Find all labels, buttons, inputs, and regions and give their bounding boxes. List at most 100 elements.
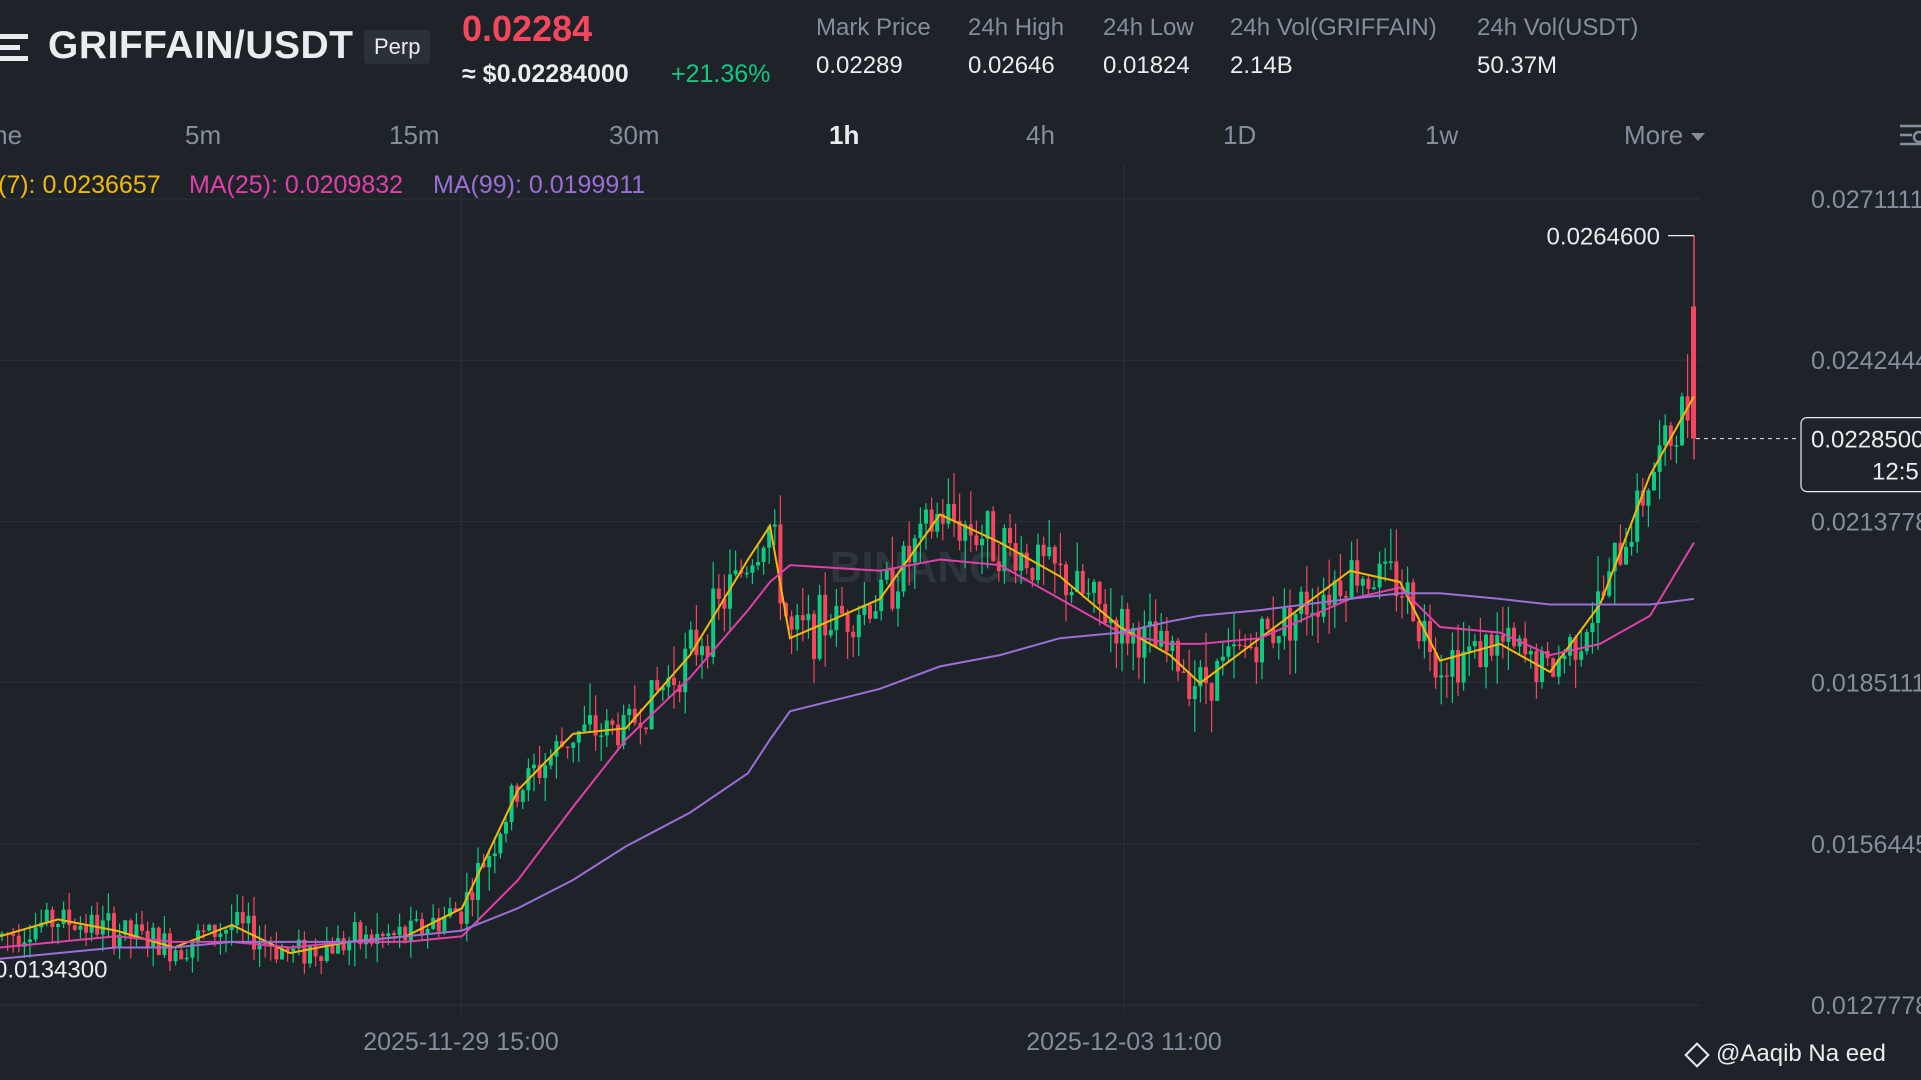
candle-body [1444, 675, 1449, 677]
candle-body [868, 604, 872, 619]
stat-label: 24h Vol(GRIFFAIN) [1230, 14, 1437, 41]
candle-body [308, 946, 312, 964]
candle-body [218, 933, 223, 937]
candle-body [1069, 592, 1074, 596]
candle-body [688, 629, 693, 649]
candle-body [767, 526, 772, 548]
candle-body [448, 908, 452, 917]
candle-body [229, 925, 234, 931]
timeframe-4h[interactable]: 4h [1026, 120, 1055, 150]
candle-body [1181, 671, 1186, 674]
pair-symbol[interactable]: GRIFFAIN/USDT [48, 24, 354, 67]
candle-body [1316, 612, 1320, 617]
candle-body [1321, 594, 1326, 617]
candle-body [604, 720, 609, 736]
candle-body [67, 909, 72, 926]
candle-body [28, 939, 32, 943]
timeframe-15m[interactable]: 15m [389, 120, 440, 150]
candle-body [1500, 635, 1505, 642]
candle-body [11, 933, 16, 936]
timeframe-30m[interactable]: 30m [609, 120, 660, 150]
candle-body [1534, 651, 1539, 683]
candle-body [660, 687, 665, 691]
candle-body [1013, 543, 1018, 571]
candle-body [576, 731, 581, 743]
stat-24h-vol-quote: 24h Vol(USDT) 50.37M [1477, 14, 1638, 80]
timeframe-more[interactable]: More [1624, 120, 1706, 151]
candle-body [548, 756, 553, 766]
candle-body [1584, 632, 1589, 652]
candle-body [240, 912, 245, 924]
candle-body [890, 569, 895, 609]
candle-body [1579, 651, 1584, 660]
candle-body [1668, 425, 1673, 446]
candle-body [896, 591, 900, 609]
candle-body [1405, 582, 1410, 597]
candle-body [190, 943, 195, 958]
candle-body [873, 611, 878, 619]
candle-body [952, 503, 956, 521]
stat-label: 24h High [968, 14, 1065, 41]
candle-body [1332, 580, 1337, 606]
candle-body [744, 572, 749, 575]
candle-body [347, 942, 352, 951]
candle-body [380, 933, 385, 937]
x-tick-label: 2025-11-29 15:00 [363, 1028, 559, 1056]
candle-body [778, 524, 783, 604]
candle-body [935, 513, 940, 532]
candle-body [95, 914, 100, 935]
candle-body [386, 933, 391, 937]
candle-body [1629, 541, 1634, 547]
more-label: More [1624, 120, 1684, 150]
timeframe-1w[interactable]: 1w [1425, 120, 1459, 150]
menu-icon[interactable] [0, 28, 30, 66]
timeframe-5m[interactable]: 5m [185, 120, 222, 150]
candle-body [588, 715, 592, 725]
candle-body [1472, 641, 1477, 647]
candle-body [464, 892, 469, 924]
candle-body [207, 924, 212, 931]
candle-body [1136, 628, 1141, 658]
candle-body [1612, 542, 1617, 572]
candle-body [1461, 651, 1466, 683]
candle-body [571, 742, 576, 748]
timeframe-1d[interactable]: 1D [1223, 120, 1257, 150]
candle-body [761, 547, 766, 562]
candle-body [1271, 629, 1276, 644]
candle-body [1416, 621, 1421, 642]
candle-body [812, 613, 816, 659]
candle-body [907, 545, 912, 563]
candle-body [224, 930, 228, 934]
candle-body [918, 523, 923, 539]
candle-body [1310, 612, 1315, 615]
timeframe-1h[interactable]: 1h [829, 120, 860, 150]
candle-body [520, 790, 525, 802]
chevron-down-icon [1691, 133, 1706, 142]
candle-body [263, 942, 268, 944]
candle-body [795, 615, 800, 630]
candle-body [694, 629, 699, 656]
y-tick-label: 0.0156445 [1811, 831, 1921, 859]
chart-settings-icon[interactable] [1898, 120, 1921, 150]
candle-body [929, 509, 934, 532]
candle-body [1024, 552, 1029, 569]
candle-body [716, 588, 721, 599]
candle-body [1590, 623, 1595, 633]
candle-body [1041, 544, 1046, 557]
watermark-text: @Aaqib Na eed [1716, 1040, 1886, 1067]
candle-body [1248, 646, 1253, 649]
candle-body [845, 613, 850, 632]
candle-body [924, 509, 928, 524]
candle-body [599, 735, 604, 737]
candle-body [616, 724, 620, 746]
timeframe-time[interactable]: me [0, 120, 23, 150]
candle-body [1030, 568, 1035, 581]
candle-body [991, 511, 996, 562]
candle-body [789, 616, 794, 630]
candle-body [492, 853, 497, 857]
candle-body [1349, 560, 1354, 598]
candle-body [1080, 570, 1085, 594]
candle-body [1075, 570, 1080, 593]
candle-body [537, 764, 542, 778]
